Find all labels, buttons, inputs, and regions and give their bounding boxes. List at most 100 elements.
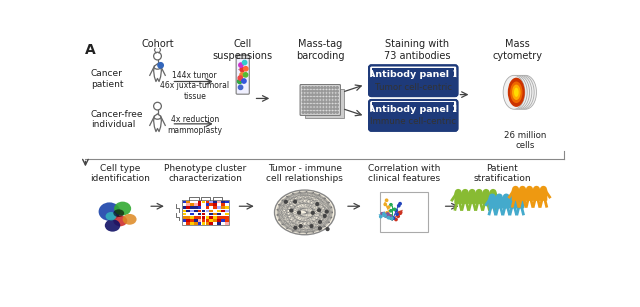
Ellipse shape xyxy=(513,75,534,109)
Text: Patient
stratification: Patient stratification xyxy=(474,164,531,183)
Bar xyxy=(380,192,428,232)
Circle shape xyxy=(308,87,310,89)
Bar xyxy=(217,213,221,216)
Circle shape xyxy=(330,108,332,110)
Circle shape xyxy=(333,104,335,106)
Circle shape xyxy=(396,213,398,215)
Ellipse shape xyxy=(506,75,527,109)
FancyBboxPatch shape xyxy=(461,192,469,204)
Circle shape xyxy=(454,189,461,196)
Text: Correlation with
clinical features: Correlation with clinical features xyxy=(368,164,440,183)
Bar xyxy=(190,200,194,203)
Text: Tumor cell-centric: Tumor cell-centric xyxy=(375,83,452,92)
Bar xyxy=(190,207,194,209)
Ellipse shape xyxy=(514,88,518,97)
Text: Cell
suspensions: Cell suspensions xyxy=(212,39,273,61)
Circle shape xyxy=(387,215,390,217)
Ellipse shape xyxy=(510,75,532,109)
Circle shape xyxy=(399,211,402,213)
Circle shape xyxy=(310,225,313,227)
Circle shape xyxy=(330,94,332,96)
Bar xyxy=(209,216,213,219)
Ellipse shape xyxy=(105,219,120,232)
Bar xyxy=(202,204,205,206)
Bar xyxy=(225,204,228,206)
Circle shape xyxy=(308,94,310,96)
Circle shape xyxy=(385,199,388,201)
Bar xyxy=(225,222,228,225)
Ellipse shape xyxy=(275,190,335,235)
FancyBboxPatch shape xyxy=(369,65,458,96)
FancyBboxPatch shape xyxy=(525,189,533,201)
Bar xyxy=(198,216,202,219)
FancyBboxPatch shape xyxy=(518,189,527,201)
Circle shape xyxy=(336,108,339,110)
Bar xyxy=(217,216,221,219)
Bar xyxy=(198,204,202,206)
Circle shape xyxy=(294,200,296,203)
Circle shape xyxy=(390,204,392,206)
Circle shape xyxy=(239,63,243,67)
FancyBboxPatch shape xyxy=(540,189,547,201)
Circle shape xyxy=(300,225,302,227)
Bar xyxy=(194,216,198,219)
FancyBboxPatch shape xyxy=(369,100,458,131)
Circle shape xyxy=(315,111,317,113)
Ellipse shape xyxy=(503,75,525,109)
Bar xyxy=(190,213,194,216)
Circle shape xyxy=(330,90,332,92)
Circle shape xyxy=(336,90,339,92)
Bar xyxy=(209,200,213,203)
Circle shape xyxy=(397,215,399,217)
Circle shape xyxy=(317,108,320,110)
Circle shape xyxy=(312,108,314,110)
Text: Staining with
73 antibodies: Staining with 73 antibodies xyxy=(384,39,451,61)
Circle shape xyxy=(387,216,390,219)
Circle shape xyxy=(315,94,317,96)
Bar xyxy=(198,219,202,222)
Bar xyxy=(213,200,217,203)
Circle shape xyxy=(468,189,476,196)
Circle shape xyxy=(336,97,339,99)
Circle shape xyxy=(317,111,320,113)
Circle shape xyxy=(327,87,329,89)
Circle shape xyxy=(327,108,329,110)
Circle shape xyxy=(305,101,307,103)
Circle shape xyxy=(321,111,323,113)
Circle shape xyxy=(336,104,339,106)
Bar xyxy=(202,219,205,222)
Bar xyxy=(194,204,198,206)
Bar xyxy=(205,219,209,222)
Bar xyxy=(198,200,202,203)
Circle shape xyxy=(302,108,304,110)
Bar xyxy=(194,210,198,212)
Circle shape xyxy=(240,68,244,72)
Circle shape xyxy=(533,186,540,193)
Bar xyxy=(225,210,228,212)
Circle shape xyxy=(321,94,323,96)
Circle shape xyxy=(390,217,392,219)
Circle shape xyxy=(383,213,385,215)
Bar xyxy=(194,207,198,209)
Circle shape xyxy=(317,90,320,92)
Bar xyxy=(182,207,186,209)
Circle shape xyxy=(321,87,323,89)
Bar xyxy=(186,200,190,203)
Circle shape xyxy=(387,206,390,208)
Circle shape xyxy=(305,108,307,110)
Circle shape xyxy=(392,217,395,219)
Bar xyxy=(190,219,194,222)
Bar xyxy=(186,222,190,225)
Circle shape xyxy=(503,193,509,200)
Bar xyxy=(198,213,202,216)
Circle shape xyxy=(302,94,304,96)
Bar xyxy=(205,210,209,212)
Bar xyxy=(209,222,213,225)
Bar xyxy=(194,219,198,222)
Circle shape xyxy=(317,94,320,96)
Circle shape xyxy=(321,97,323,99)
Circle shape xyxy=(399,212,401,214)
Circle shape xyxy=(312,94,314,96)
Bar xyxy=(182,204,186,206)
Bar xyxy=(186,204,190,206)
